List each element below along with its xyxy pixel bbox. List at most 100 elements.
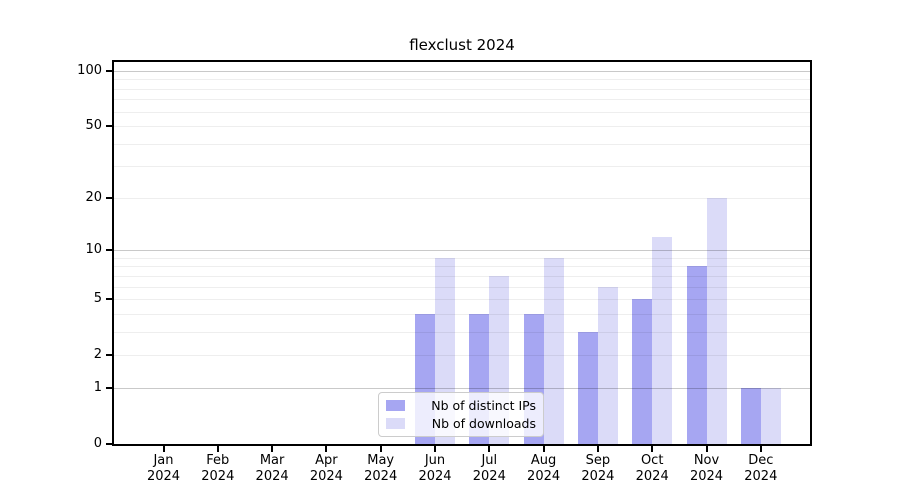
x-axis-tick [651, 446, 654, 452]
x-axis-tick [705, 446, 708, 452]
x-tick-month: Feb [206, 453, 230, 468]
bar-downloads [760, 387, 781, 444]
legend-item-downloads: Nb of downloads [386, 416, 536, 431]
x-tick-year: 2024 [146, 469, 181, 484]
legend-label-downloads: Nb of downloads [431, 416, 536, 431]
x-tick-month: Mar [259, 453, 285, 468]
y-axis-tick [106, 124, 112, 127]
plot-inner [114, 62, 810, 444]
y-tick-label: 100 [77, 62, 102, 78]
y-tick-label: 50 [85, 117, 102, 133]
x-tick-label: Oct 2024 [622, 453, 682, 485]
x-tick-year: 2024 [635, 469, 669, 484]
gridline [114, 257, 810, 259]
bar-downloads [597, 286, 618, 444]
x-tick-year: 2024 [255, 469, 289, 484]
x-tick-label: Nov 2024 [677, 453, 737, 485]
x-tick-label: Dec 2024 [731, 453, 791, 485]
legend: Nb of distinct IPs Nb of downloads [378, 392, 544, 437]
x-tick-month: Jan [153, 453, 174, 468]
bar-distinct-ips [577, 331, 598, 444]
x-axis-tick [759, 446, 762, 452]
x-axis-tick [325, 446, 328, 452]
gridline [114, 387, 810, 389]
x-tick-year: 2024 [472, 469, 506, 484]
x-tick-month: Sep [585, 453, 611, 468]
x-tick-label: Jul 2024 [459, 453, 519, 485]
x-tick-label: Jun 2024 [405, 453, 465, 485]
x-tick-month: May [367, 453, 395, 468]
gridline [114, 70, 810, 72]
x-tick-label: May 2024 [351, 453, 411, 485]
x-tick-month: Nov [693, 453, 720, 468]
y-tick-label: 0 [93, 436, 102, 451]
y-axis-tick [106, 249, 112, 252]
gridline [114, 266, 810, 268]
y-tick-label: 1 [93, 379, 102, 395]
bar-downloads [543, 257, 564, 444]
gridline [114, 275, 810, 277]
x-axis-tick [542, 446, 545, 452]
bar-downloads [652, 236, 673, 444]
x-tick-year: 2024 [309, 469, 343, 484]
x-tick-month: Jun [424, 453, 446, 468]
gridline [114, 88, 810, 90]
y-axis-tick [106, 386, 112, 389]
gridline [114, 299, 810, 301]
gridline [114, 355, 810, 357]
x-tick-year: 2024 [581, 469, 615, 484]
x-tick-month: Dec [748, 453, 774, 468]
gridline [114, 99, 810, 101]
chart-title: flexclust 2024 [409, 36, 515, 54]
x-tick-month: Apr [315, 453, 338, 468]
x-tick-year: 2024 [689, 469, 724, 484]
y-tick-label: 20 [85, 189, 102, 205]
x-tick-label: Jan 2024 [134, 453, 194, 485]
x-tick-label: Mar 2024 [242, 453, 302, 485]
gridline [114, 331, 810, 333]
x-tick-month: Oct [640, 453, 664, 468]
y-axis-tick [106, 69, 112, 72]
y-tick-label: 2 [93, 347, 102, 363]
x-tick-year: 2024 [744, 469, 778, 484]
gridline [114, 286, 810, 288]
legend-label-distinct-ips: Nb of distinct IPs [431, 398, 536, 413]
y-tick-label: 5 [93, 291, 102, 307]
y-axis-tick [106, 196, 112, 199]
bar-distinct-ips [632, 299, 653, 444]
y-axis-tick [106, 354, 112, 357]
x-axis-tick [596, 446, 599, 452]
legend-swatch-downloads [386, 418, 405, 429]
gridline [114, 143, 810, 145]
x-tick-year: 2024 [418, 469, 452, 484]
gridline [114, 166, 810, 168]
x-tick-year: 2024 [364, 469, 398, 484]
legend-swatch-distinct-ips [386, 400, 405, 411]
gridline [114, 313, 810, 315]
gridline [114, 111, 810, 113]
x-tick-month: Jul [481, 453, 498, 468]
gridline [114, 79, 810, 81]
x-axis-tick [379, 446, 382, 452]
x-tick-label: Sep 2024 [568, 453, 628, 485]
y-axis-tick [106, 443, 112, 445]
x-tick-year: 2024 [201, 469, 235, 484]
x-axis-tick [162, 446, 165, 452]
gridline [114, 125, 810, 127]
x-tick-label: Feb 2024 [188, 453, 248, 485]
bar-distinct-ips [686, 266, 707, 444]
plot-area: Nb of distinct IPs Nb of downloads [112, 60, 812, 446]
x-axis-tick [216, 446, 219, 452]
y-axis-tick [106, 298, 112, 301]
legend-item-distinct-ips: Nb of distinct IPs [386, 398, 536, 413]
gridline [114, 197, 810, 199]
x-axis-tick [434, 446, 436, 452]
bar-distinct-ips [740, 387, 761, 444]
bar-downloads [706, 197, 727, 444]
x-tick-year: 2024 [527, 469, 561, 484]
x-tick-month: Aug [530, 453, 557, 468]
y-tick-label: 10 [85, 242, 102, 258]
x-tick-label: Apr 2024 [296, 453, 356, 485]
x-tick-label: Aug 2024 [514, 453, 574, 485]
